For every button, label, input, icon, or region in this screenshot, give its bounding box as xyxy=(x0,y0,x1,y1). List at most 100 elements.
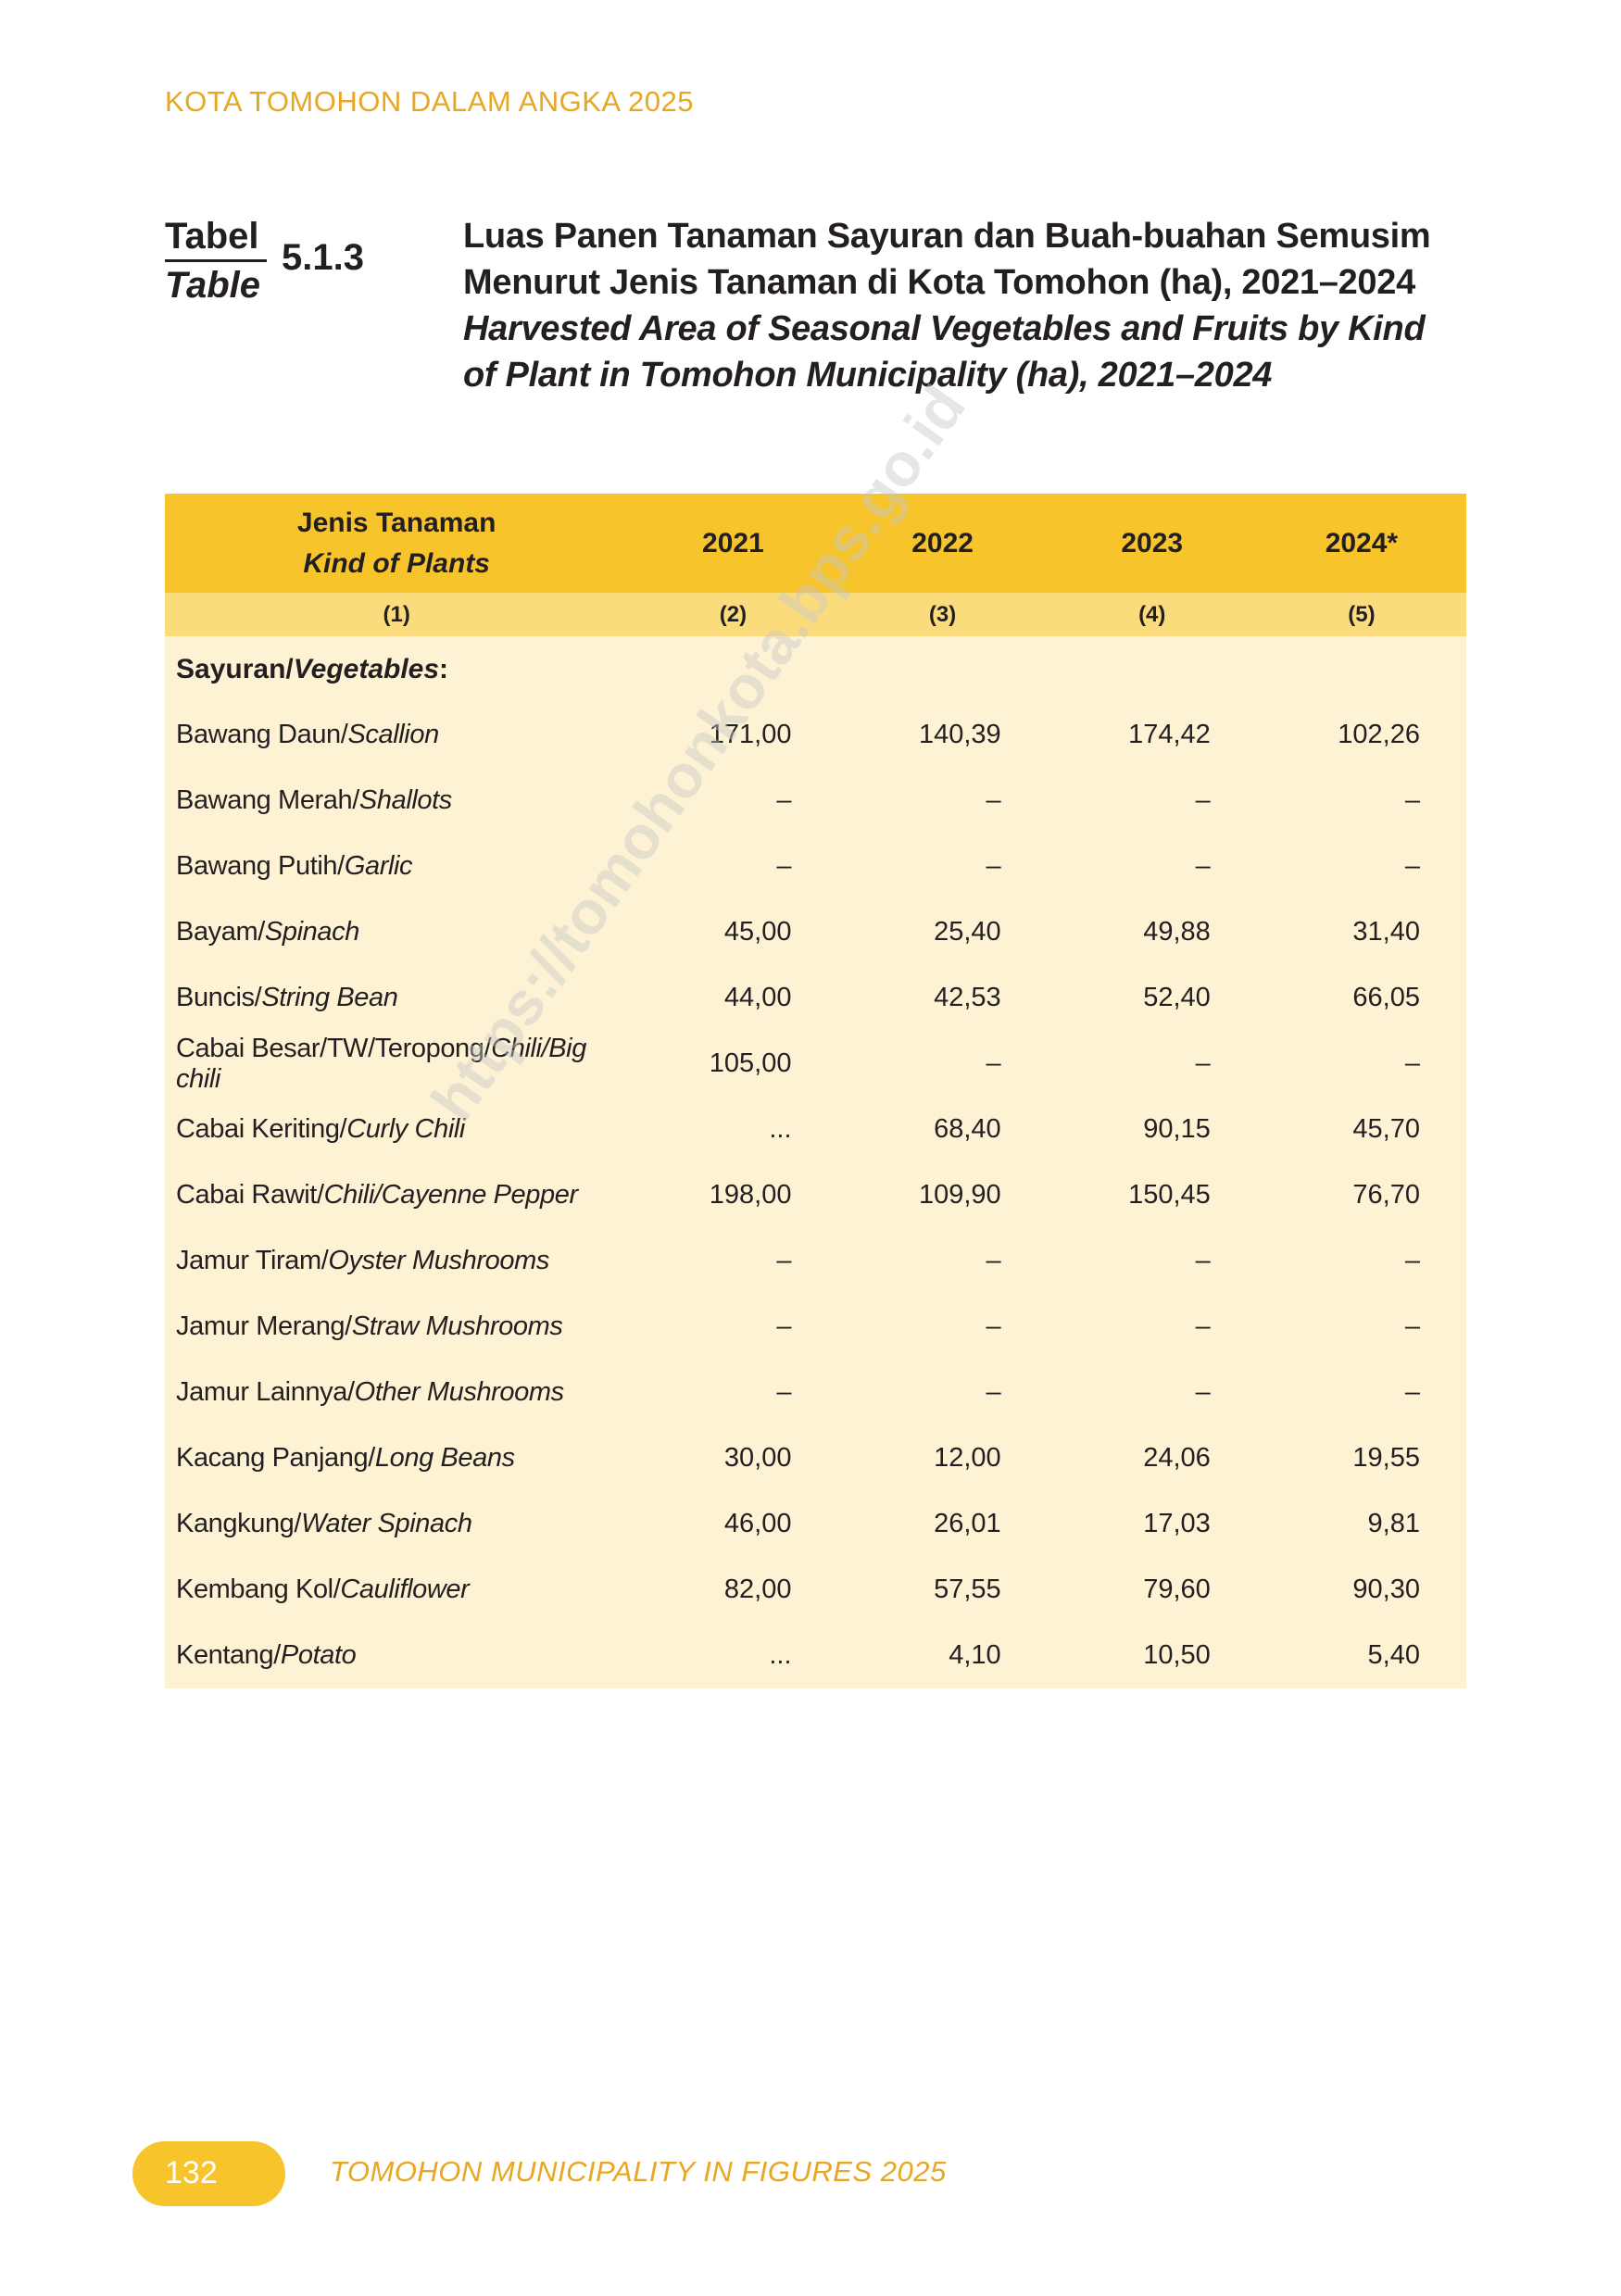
plant-name-id: Kangkung/ xyxy=(176,1509,302,1538)
plant-name: Cabai Rawit/Chili/Cayenne Pepper xyxy=(165,1162,629,1228)
title-id-line-2: Menurut Jenis Tanaman di Kota Tomohon (h… xyxy=(463,263,1415,302)
plant-name: Cabai Keriting/Curly Chili xyxy=(165,1097,629,1162)
plant-name-id: Kembang Kol/ xyxy=(176,1575,341,1604)
plant-name-id: Cabai Rawit/ xyxy=(176,1180,324,1210)
plant-name-id: Cabai Keriting/ xyxy=(176,1114,347,1144)
value-cell: – xyxy=(628,1294,838,1360)
value-cell: 31,40 xyxy=(1256,899,1466,965)
value-cell: ... xyxy=(628,1097,838,1162)
footer-text: TOMOHON MUNICIPALITY IN FIGURES 2025 xyxy=(330,2155,947,2188)
column-number-row: (1) (2) (3) (4) (5) xyxy=(165,593,1466,636)
table-row: Buncis/String Bean 44,00 42,53 52,40 66,05 xyxy=(165,965,1466,1031)
value-cell: – xyxy=(1256,1294,1466,1360)
plant-name-en: Oyster Mushrooms xyxy=(328,1246,549,1275)
value-cell: 24,06 xyxy=(1047,1425,1257,1491)
value-cell: – xyxy=(628,1228,838,1294)
value-cell: – xyxy=(1256,1031,1466,1097)
table-row: Kangkung/Water Spinach 46,00 26,01 17,03 9,8… xyxy=(165,1491,1466,1557)
value-cell: – xyxy=(628,768,838,834)
table-row: Kembang Kol/Cauliflower 82,00 57,55 79,60 90… xyxy=(165,1557,1466,1623)
table-title: Luas Panen Tanaman Sayuran dan Buah-buah… xyxy=(463,213,1482,398)
value-cell: – xyxy=(1047,1228,1257,1294)
column-number: (2) xyxy=(628,593,838,636)
value-cell: – xyxy=(837,1360,1048,1425)
plant-name-id: Cabai Besar/TW/Teropong/ xyxy=(176,1033,492,1063)
title-en-line-2: of Plant in Tomohon Municipality (ha), 2… xyxy=(463,356,1273,395)
value-cell: 68,40 xyxy=(837,1097,1048,1162)
table-row: Jamur Merang/Straw Mushrooms – – – – xyxy=(165,1294,1466,1360)
value-cell: 76,70 xyxy=(1256,1162,1466,1228)
plant-name-en: Water Spinach xyxy=(301,1509,472,1538)
section-row-vegetables: Sayuran/Vegetables: xyxy=(165,636,1466,702)
title-id-line-1: Luas Panen Tanaman Sayuran dan Buah-buah… xyxy=(463,217,1431,256)
value-cell: 19,55 xyxy=(1256,1425,1466,1491)
value-cell: 140,39 xyxy=(837,702,1048,768)
header-kind-en: Kind of Plants xyxy=(303,547,490,579)
value-cell: 79,60 xyxy=(1047,1557,1257,1623)
title-en-line-1: Harvested Area of Seasonal Vegetables an… xyxy=(463,309,1426,348)
plant-name: Kacang Panjang/Long Beans xyxy=(165,1425,629,1491)
header-year: 2023 xyxy=(1047,494,1257,593)
plant-name-id: Bayam/ xyxy=(176,917,265,947)
plant-name: Kentang/Potato xyxy=(165,1623,629,1688)
header-kind-of-plants: Jenis Tanaman Kind of Plants xyxy=(165,494,629,593)
value-cell: 150,45 xyxy=(1047,1162,1257,1228)
table-row: Bawang Daun/Scallion 171,00 140,39 174,42 10… xyxy=(165,702,1466,768)
page-number-pill xyxy=(132,2141,285,2206)
table-label: Tabel Table xyxy=(165,213,267,308)
plant-name: Jamur Tiram/Oyster Mushrooms xyxy=(165,1228,629,1294)
plant-name-en: Curly Chili xyxy=(346,1114,465,1144)
plant-name-en: Other Mushrooms xyxy=(354,1377,564,1407)
value-cell: – xyxy=(1047,834,1257,899)
value-cell: – xyxy=(1047,1031,1257,1097)
table-row: Bawang Putih/Garlic – – – – xyxy=(165,834,1466,899)
value-cell: – xyxy=(837,834,1048,899)
value-cell: 52,40 xyxy=(1047,965,1257,1031)
column-number: (5) xyxy=(1256,593,1466,636)
plant-name-id: Bawang Daun/ xyxy=(176,720,348,749)
column-number: (3) xyxy=(837,593,1048,636)
value-cell: – xyxy=(628,834,838,899)
value-cell: 90,15 xyxy=(1047,1097,1257,1162)
plant-name-en: Scallion xyxy=(347,720,439,749)
plant-name-en: Straw Mushrooms xyxy=(351,1311,563,1341)
plant-name-id: Kacang Panjang/ xyxy=(176,1443,375,1473)
plant-name: Bayam/Spinach xyxy=(165,899,629,965)
table-label-en: Table xyxy=(165,265,260,306)
column-number: (1) xyxy=(165,593,629,636)
plant-name-id: Bawang Merah/ xyxy=(176,785,359,815)
value-cell: – xyxy=(837,1294,1048,1360)
running-header: KOTA TOMOHON DALAM ANGKA 2025 xyxy=(165,85,694,118)
value-cell: – xyxy=(837,1228,1048,1294)
plant-name: Jamur Lainnya/Other Mushrooms xyxy=(165,1360,629,1425)
plant-name: Buncis/String Bean xyxy=(165,965,629,1031)
table-row: Jamur Tiram/Oyster Mushrooms – – – – xyxy=(165,1228,1466,1294)
plant-name-en: Long Beans xyxy=(374,1443,515,1473)
table-label-id: Tabel xyxy=(165,213,267,262)
plant-name-en: Chili/Big chili xyxy=(176,1033,586,1094)
plant-name: Kembang Kol/Cauliflower xyxy=(165,1557,629,1623)
plant-name-id: Jamur Tiram/ xyxy=(176,1246,329,1275)
value-cell: 26,01 xyxy=(837,1491,1048,1557)
value-cell: – xyxy=(1256,768,1466,834)
plant-name: Bawang Putih/Garlic xyxy=(165,834,629,899)
value-cell: 102,26 xyxy=(1256,702,1466,768)
table-row: Cabai Rawit/Chili/Cayenne Pepper 198,00 10… xyxy=(165,1162,1466,1228)
value-cell: 49,88 xyxy=(1047,899,1257,965)
section-label: Sayuran/Vegetables: xyxy=(165,636,1466,702)
plant-name-id: Jamur Merang/ xyxy=(176,1311,352,1341)
table-row: Bawang Merah/Shallots – – – – xyxy=(165,768,1466,834)
value-cell: 57,55 xyxy=(837,1557,1048,1623)
value-cell: – xyxy=(837,768,1048,834)
header-year: 2022 xyxy=(837,494,1048,593)
table-number: 5.1.3 xyxy=(282,237,364,278)
plant-name-en: Chili/Cayenne Pepper xyxy=(323,1180,579,1210)
value-cell: 5,40 xyxy=(1256,1623,1466,1688)
plant-name-id: Jamur Lainnya/ xyxy=(176,1377,355,1407)
harvested-area-table: Jenis Tanaman Kind of Plants 2021 2022 2… xyxy=(165,494,1466,1688)
plant-name-en: Cauliflower xyxy=(340,1575,470,1604)
value-cell: 171,00 xyxy=(628,702,838,768)
header-year: 2024* xyxy=(1256,494,1466,593)
value-cell: – xyxy=(628,1360,838,1425)
plant-name-id: Bawang Putih/ xyxy=(176,851,345,881)
